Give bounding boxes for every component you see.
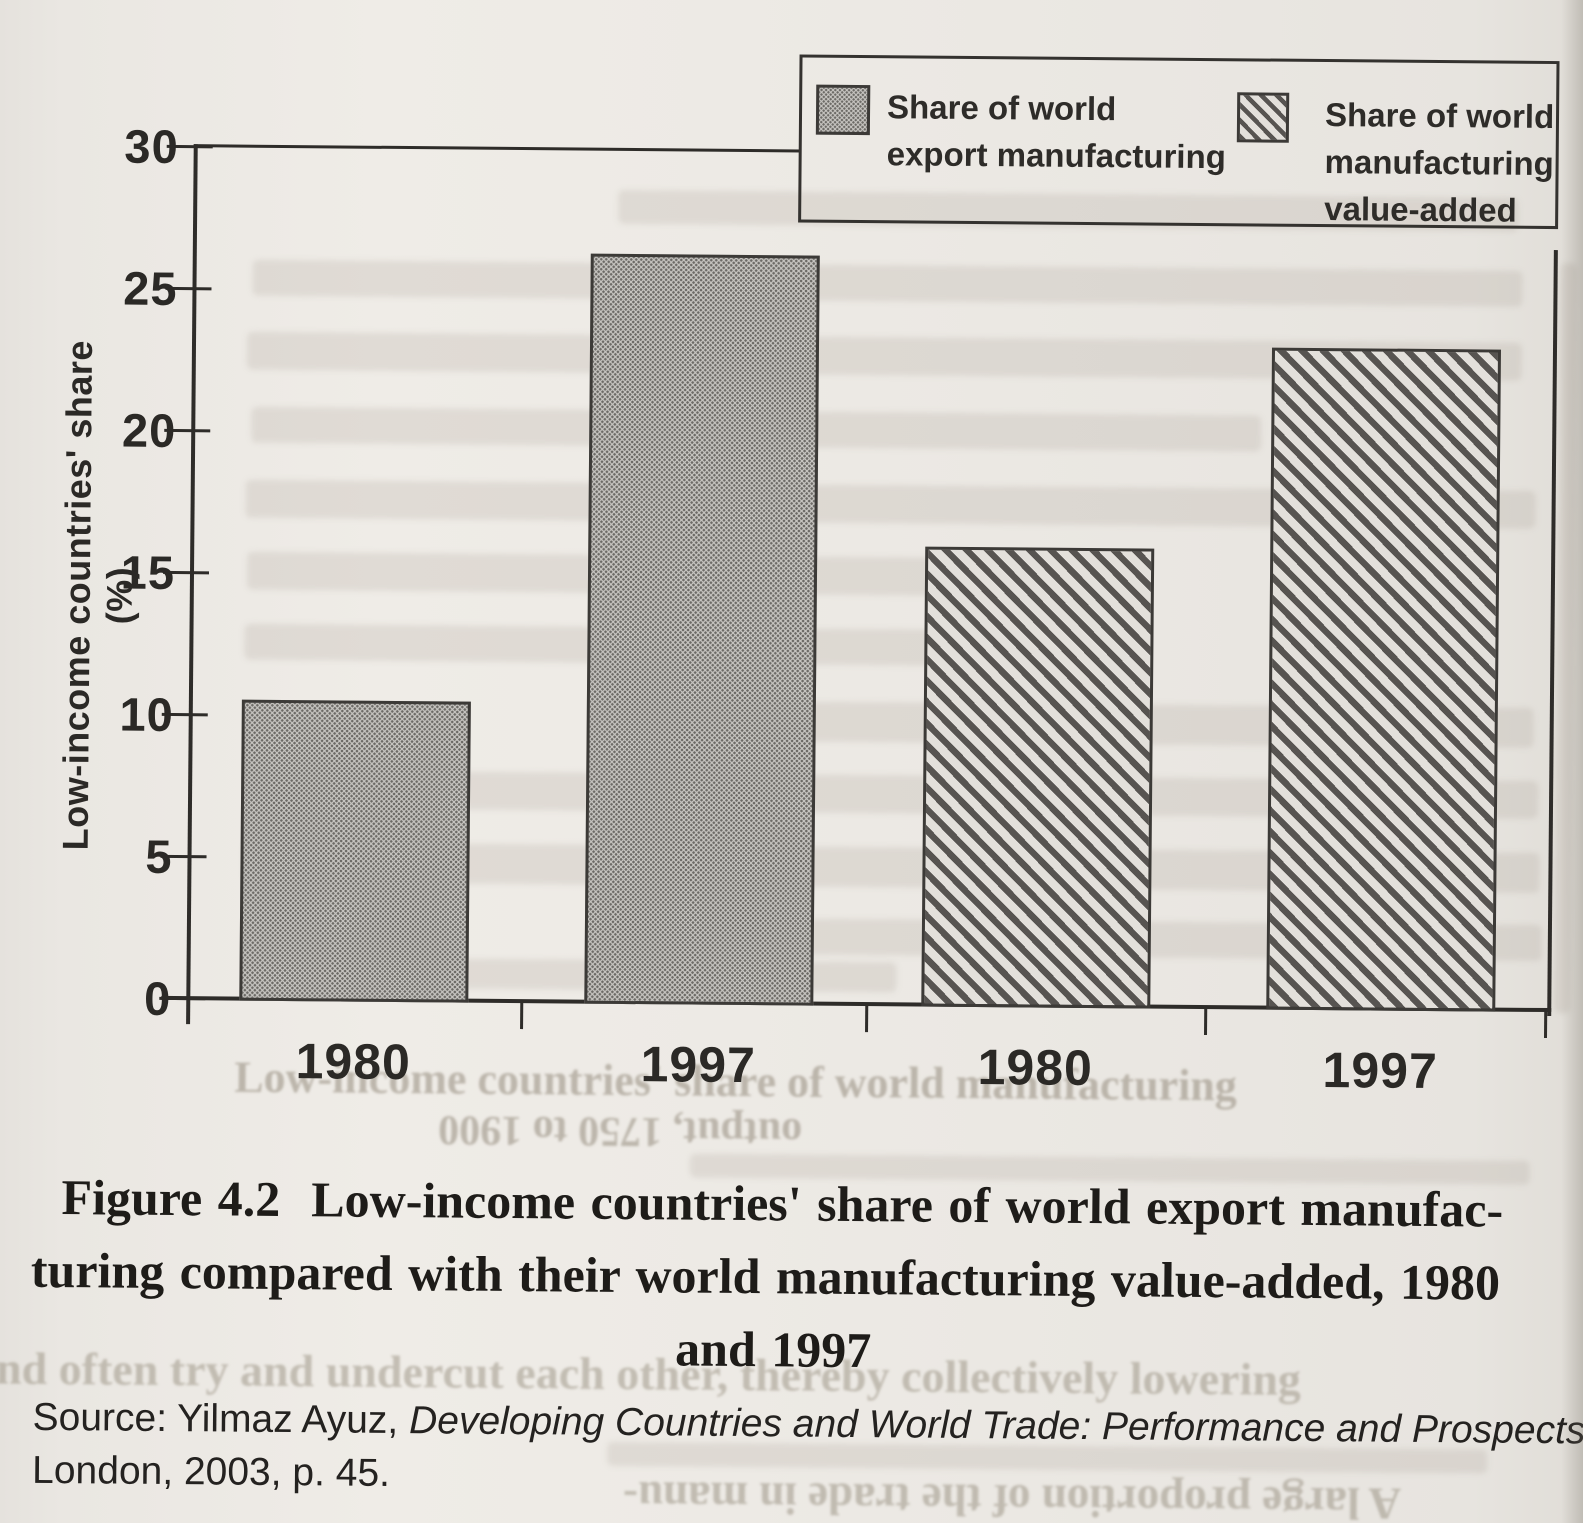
x-tick: [1204, 1008, 1208, 1036]
legend-entry2-line2: manufacturing: [1324, 143, 1554, 183]
x-tick: [1543, 1010, 1548, 1039]
bleedthrough-smudge: [252, 259, 1523, 307]
legend-entry1-line2: export manufacturing: [886, 135, 1227, 176]
legend-label-manufacturing-value-added: Share of world manufacturing value-added: [1324, 91, 1554, 234]
source-book-title: Developing Countries and World Trade: Pe…: [408, 1399, 1583, 1453]
figure-caption-line1: Figure 4.2 Low-income countries' share o…: [61, 1169, 1504, 1238]
x-category-label: 1980: [977, 1039, 1094, 1097]
page-right-edge-shadow: [1561, 0, 1583, 1523]
x-tick: [520, 1002, 524, 1030]
figure-caption-line2: turing compared with their world manufac…: [30, 1241, 1501, 1311]
y-tick-label: 20: [121, 403, 177, 458]
source-prefix: Source: Yilmaz Ayuz,: [32, 1395, 410, 1443]
y-tick-label: 0: [143, 971, 172, 1026]
x-category-label: 1997: [1322, 1042, 1439, 1100]
legend-entry1-line1: Share of world: [886, 88, 1117, 128]
legend-entry2-line1: Share of world: [1324, 96, 1555, 136]
y-tick-label: 30: [124, 119, 179, 174]
legend-entry2-line3: value-added: [1324, 190, 1517, 229]
y-tick-label: 5: [145, 829, 173, 884]
bleedthrough-ghost-caption2: output, 1750 to 1900: [437, 1106, 803, 1156]
x-category-label: 1980: [295, 1033, 412, 1091]
bleedthrough-ghost-bottom: A large proportion of the trade in manu-: [622, 1471, 1402, 1523]
legend-label-export-manufacturing: Share of world export manufacturing: [886, 83, 1227, 180]
x-category-label: 1997: [640, 1036, 757, 1094]
y-tick-label: 10: [119, 687, 175, 742]
bar-1980-hatch: [921, 546, 1155, 1009]
bar-1980-solid: [239, 699, 471, 1003]
bar-chart-figure: Low-income countries' share of world man…: [55, 54, 1577, 1474]
x-tick: [865, 1005, 869, 1033]
y-axis-line: [186, 144, 198, 1025]
y-tick-label: 25: [122, 261, 178, 316]
bar-1997-solid: [584, 253, 820, 1006]
plot-top-frame-line: [193, 144, 801, 153]
bar-1997-hatch: [1266, 347, 1502, 1012]
source-line2: London, 2003, p. 45.: [31, 1448, 391, 1495]
y-tick-label: 15: [120, 545, 176, 600]
